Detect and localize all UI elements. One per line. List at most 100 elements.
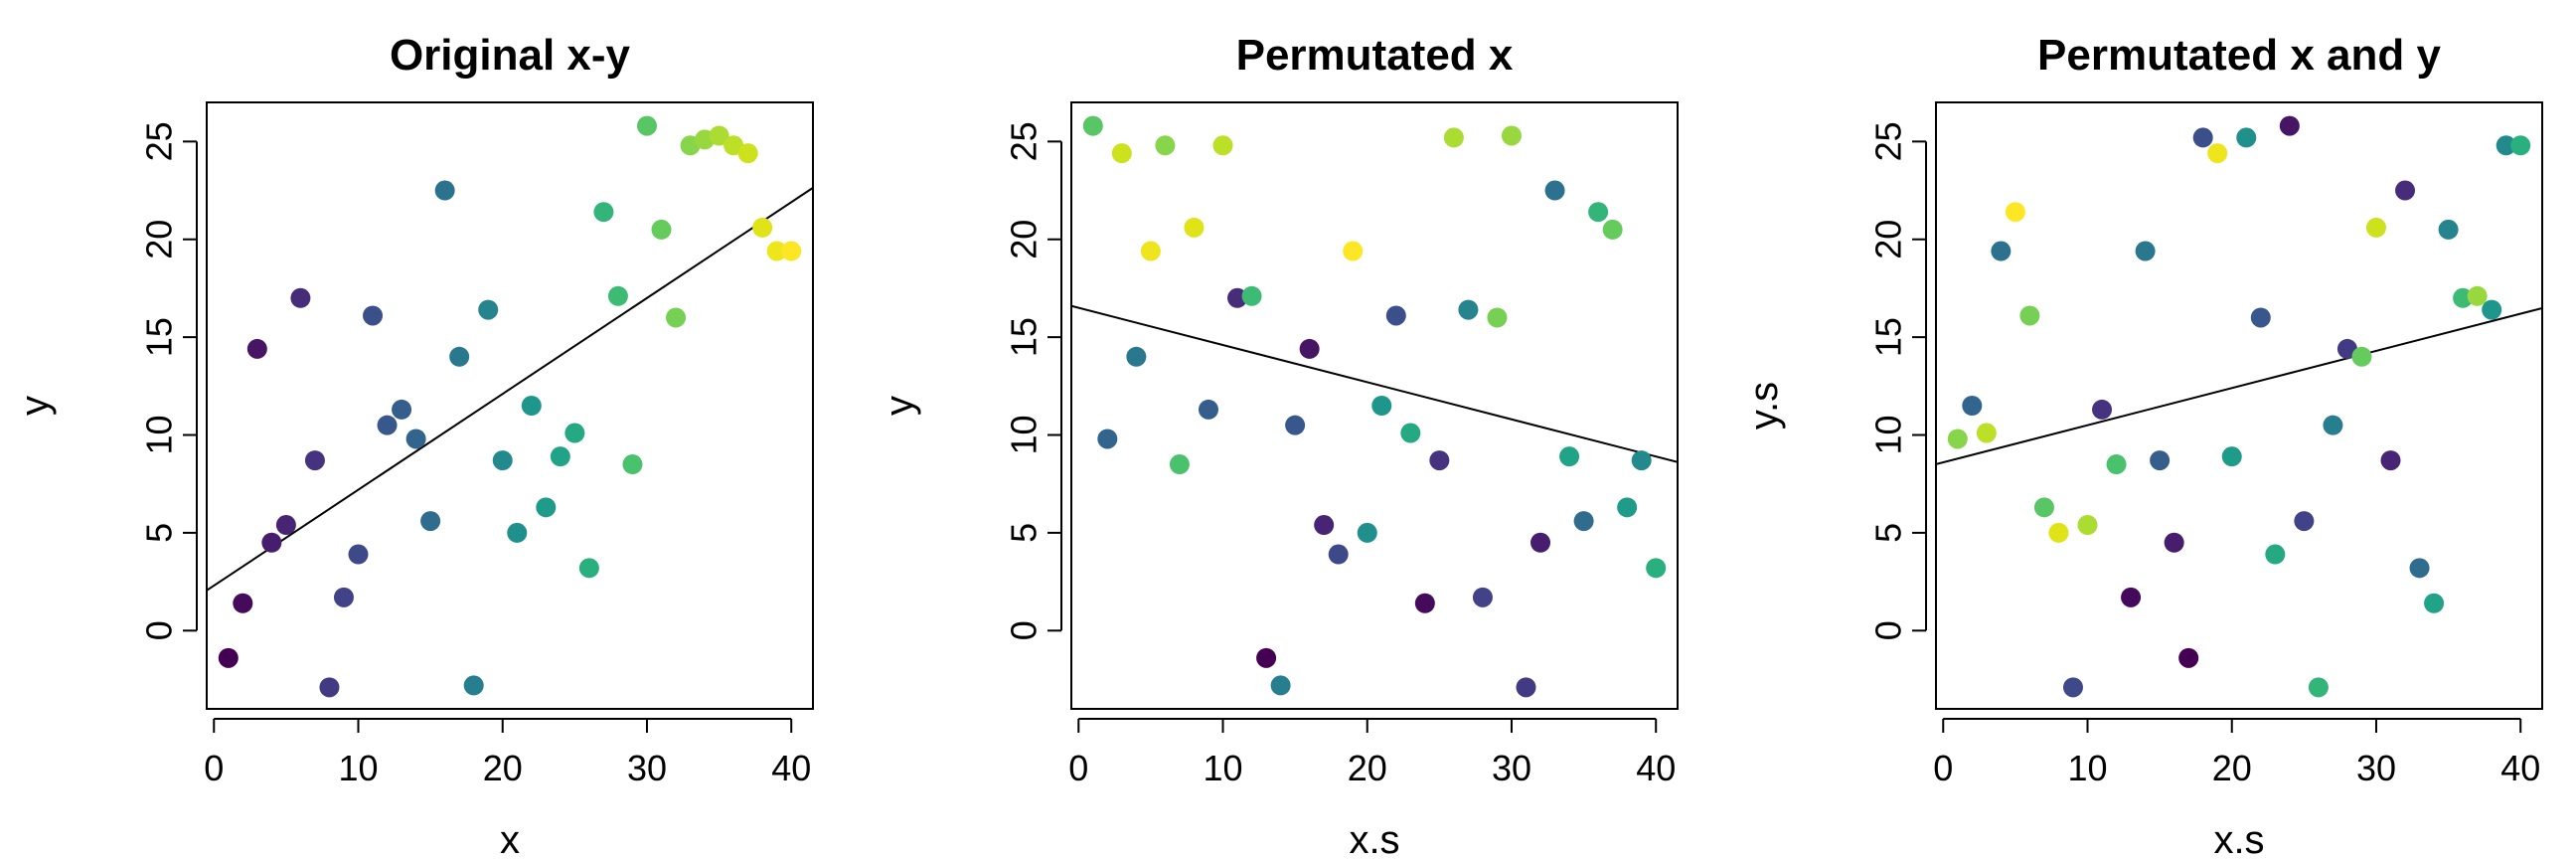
- data-point: [1458, 299, 1479, 320]
- data-point: [290, 287, 311, 308]
- data-point: [1631, 450, 1652, 471]
- y-tick-label: 15: [1868, 317, 1909, 357]
- y-tick-label: 20: [1868, 220, 1909, 259]
- data-point: [1140, 241, 1161, 261]
- regression-line: [207, 187, 813, 592]
- data-point: [1947, 429, 1968, 449]
- data-point: [1285, 415, 1306, 435]
- plot-marks: 0 10 20 30 40 0 5 10 15 20 25: [139, 101, 814, 788]
- data-point: [1126, 346, 1147, 367]
- data-point: [1962, 396, 1983, 416]
- data-point: [1111, 143, 1132, 164]
- y-tick-label: 25: [1004, 121, 1045, 161]
- data-point: [319, 677, 340, 698]
- y-tick-label: 20: [139, 220, 180, 259]
- data-point: [392, 399, 412, 420]
- y-tick-label: 0: [1868, 620, 1909, 640]
- x-tick-label: 20: [1348, 748, 1387, 788]
- data-point: [2351, 346, 2372, 367]
- data-point: [405, 429, 426, 449]
- plot-marks: 0 10 20 30 40 0 5 10 15 20 25: [1868, 101, 2543, 788]
- x-tick-label: 40: [1636, 748, 1676, 788]
- data-point: [593, 202, 614, 223]
- data-point: [666, 307, 687, 328]
- data-point: [2308, 677, 2329, 698]
- data-point: [420, 511, 441, 532]
- data-point: [449, 346, 470, 367]
- y-tick-label: 10: [1868, 415, 1909, 454]
- data-point: [2265, 544, 2286, 565]
- data-point: [1155, 135, 1176, 156]
- data-point: [2221, 446, 2242, 467]
- panel-permutated-x: Permutated x x.s y 0 10 20 30 40 0 5 10 15 20 25: [878, 31, 1679, 859]
- data-point: [2135, 241, 2156, 261]
- data-point: [1241, 285, 1262, 306]
- data-point: [766, 241, 787, 261]
- panel-title: Permutated x and y: [2037, 31, 2441, 80]
- data-point: [1198, 399, 1218, 420]
- data-point: [1646, 558, 1667, 579]
- data-point: [636, 115, 657, 136]
- data-point: [1082, 115, 1103, 136]
- data-point: [1443, 127, 1464, 148]
- data-point: [2092, 399, 2113, 420]
- data-point: [492, 450, 513, 471]
- y-tick-label: 5: [1868, 523, 1909, 543]
- y-tick-label: 0: [139, 620, 180, 640]
- data-point: [1559, 446, 1580, 467]
- data-point: [2409, 558, 2430, 579]
- data-point: [1976, 423, 1997, 443]
- panel-original: Original x-y x y 0 10 20 30 40 0 5 10 15 20 25: [13, 31, 814, 859]
- data-point: [333, 587, 354, 607]
- data-point: [1328, 544, 1349, 565]
- data-point: [2395, 180, 2416, 201]
- data-point: [578, 558, 599, 579]
- x-tick-label: 40: [2500, 748, 2540, 788]
- data-point: [2510, 135, 2531, 156]
- y-tick-label: 25: [139, 121, 180, 161]
- data-point: [1588, 202, 1609, 223]
- data-point: [2106, 454, 2127, 475]
- data-point: [1501, 125, 1522, 146]
- data-point: [2424, 593, 2445, 613]
- x-tick-label: 40: [771, 748, 811, 788]
- data-point: [607, 285, 628, 306]
- data-point: [622, 454, 643, 475]
- data-point: [651, 219, 672, 240]
- data-point: [2279, 115, 2300, 136]
- x-axis-label: x.s: [1349, 818, 1399, 859]
- data-point: [1429, 450, 1450, 471]
- data-point: [1343, 241, 1364, 261]
- data-point: [1357, 522, 1377, 543]
- data-point: [478, 299, 499, 320]
- y-axis-label: y.s: [1742, 382, 1786, 430]
- data-point: [2005, 202, 2025, 223]
- data-point: [2250, 307, 2271, 328]
- data-point: [2164, 532, 2184, 553]
- data-point: [233, 593, 253, 613]
- data-point: [1097, 429, 1118, 449]
- y-tick-label: 5: [1004, 523, 1045, 543]
- data-point: [2207, 143, 2228, 164]
- y-axis-label: y: [13, 396, 57, 416]
- x-axis-label: x: [500, 818, 520, 859]
- data-point: [2438, 219, 2459, 240]
- plot-marks: 0 10 20 30 40 0 5 10 15 20 25: [1004, 101, 1679, 788]
- data-point: [363, 305, 384, 326]
- x-tick-label: 30: [2356, 748, 2396, 788]
- data-point: [536, 497, 557, 518]
- data-point: [2496, 135, 2516, 156]
- x-tick-label: 0: [1068, 748, 1088, 788]
- y-axis-label: y: [878, 396, 921, 416]
- data-point: [275, 515, 296, 536]
- data-point: [2048, 522, 2069, 543]
- data-point: [2062, 677, 2083, 698]
- x-tick-label: 0: [204, 748, 224, 788]
- panel-permutated-x-and-y: Permutated x and y x.s y.s 0 10 20 30 40 0 5 10…: [1742, 31, 2543, 859]
- data-point: [2323, 415, 2343, 435]
- data-point: [507, 522, 528, 543]
- data-point: [2150, 450, 2171, 471]
- data-point: [1472, 587, 1493, 607]
- y-tick-label: 15: [1004, 317, 1045, 357]
- data-point: [2033, 497, 2054, 518]
